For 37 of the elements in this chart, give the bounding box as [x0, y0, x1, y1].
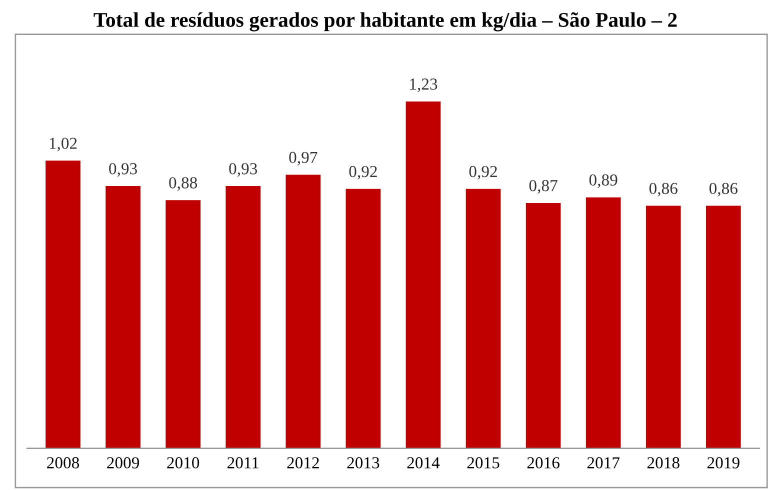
data-label: 0,86 [709, 182, 738, 196]
data-label: 1,23 [410, 78, 438, 92]
bar [706, 206, 741, 448]
x-tick-label: 2017 [587, 457, 620, 468]
chart-title: Total de resíduos gerados por habitante em kg/dia – São Paulo – 2 [94, 12, 677, 32]
bar [586, 197, 621, 448]
x-tick-label: 2009 [107, 457, 140, 468]
bar [106, 186, 140, 448]
data-label: 0,88 [169, 177, 198, 191]
x-tick-label: 2015 [467, 457, 500, 468]
x-tick-label: 2016 [527, 457, 560, 468]
data-label: 0,93 [229, 163, 258, 177]
data-label: 0,87 [529, 180, 558, 194]
data-label: 0,89 [589, 174, 618, 188]
bar [46, 160, 80, 448]
bar [346, 188, 381, 448]
x-tick-label: 2013 [347, 457, 380, 468]
x-tick-label: 2014 [407, 457, 440, 468]
bar [226, 186, 261, 448]
data-label: 0,97 [289, 152, 318, 166]
data-label: 0,92 [469, 166, 497, 180]
x-tick-label: 2012 [287, 457, 319, 468]
bar [286, 174, 321, 448]
data-label: 0,92 [349, 166, 377, 180]
x-tick-label: 2019 [707, 457, 740, 468]
bar [166, 200, 200, 448]
data-label: 0,86 [649, 182, 678, 196]
bar [466, 188, 501, 448]
x-tick-label: 2010 [167, 457, 200, 468]
bar [646, 206, 681, 448]
data-label: 0,93 [109, 163, 137, 177]
x-tick-label: 2018 [647, 457, 680, 468]
data-label: 1,02 [50, 138, 77, 152]
bar [526, 202, 561, 448]
x-tick-label: 2008 [47, 457, 80, 468]
x-tick-label: 2011 [227, 457, 258, 468]
bar [406, 101, 441, 448]
